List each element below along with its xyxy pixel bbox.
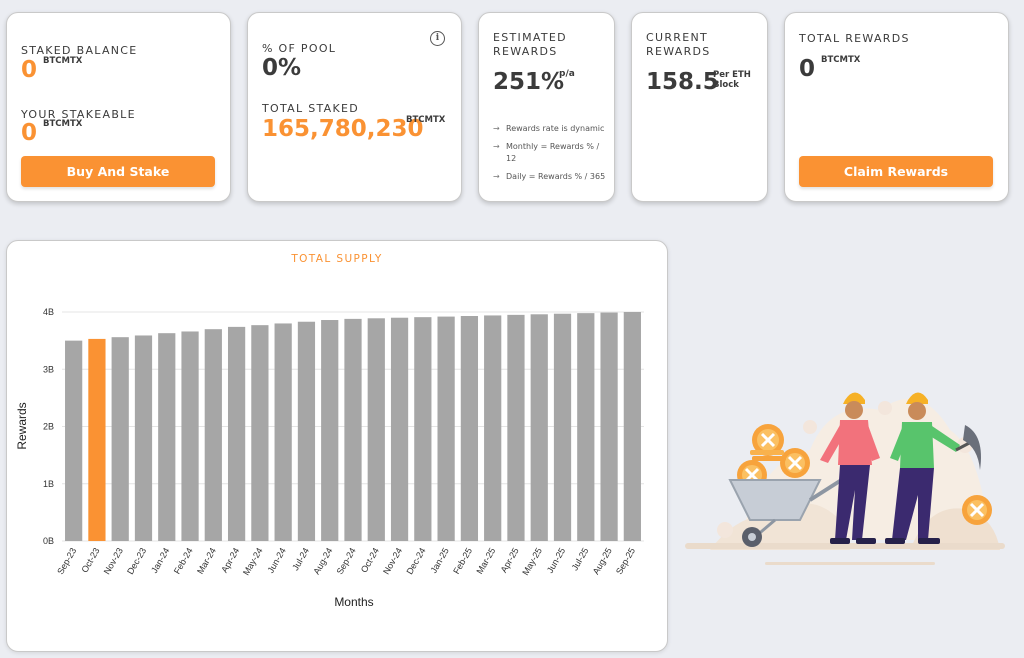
chart-bar[interactable] [88,338,106,541]
chart-bar[interactable] [321,320,339,541]
chart-bar[interactable] [507,314,525,541]
chart-bar[interactable] [111,337,129,541]
x-tick-label: Jul-24 [290,546,311,572]
stakeable-value: 0 [21,120,38,146]
x-tick-label: Nov-23 [102,546,125,576]
total-rewards-label: TOTAL REWARDS [799,32,910,45]
x-tick-label: Aug-24 [311,546,334,576]
staked-balance-label: STAKED BALANCE [21,44,138,57]
chart-bar[interactable] [623,312,641,541]
total-staked-value: 165,780,230 [262,116,424,142]
chart-bar[interactable] [460,316,479,541]
total-rewards-value: 0 [799,56,816,82]
chart-bar[interactable] [577,313,595,541]
pool-card: % OF POOL i 0% TOTAL STAKED 165,780,230 … [247,12,462,202]
x-tick-label: Dec-24 [404,546,427,576]
chart-bar[interactable] [181,331,199,541]
rewards-note: Monthly = Rewards % / 12 [493,141,608,165]
total-staked-label: TOTAL STAKED [262,102,359,115]
y-tick-label: 2B [43,422,54,432]
x-tick-label: Jul-25 [570,546,591,572]
y-tick-label: 4B [43,307,54,317]
x-tick-label: Jun-25 [545,546,567,575]
chart-title: TOTAL SUPPLY [291,253,383,265]
total-rewards-card: TOTAL REWARDS 0 BTCMTX Claim Rewards [784,12,1009,202]
rewards-note: Rewards rate is dynamic [493,123,608,135]
staked-balance-unit: BTCMTX [43,56,83,66]
y-tick-label: 3B [43,364,54,374]
current-rewards-card: CURRENT REWARDS 158.5 Per ETH Block [631,12,768,202]
chart-bar[interactable] [158,333,176,541]
chart-bar[interactable] [251,325,269,541]
x-tick-label: Apr-24 [219,546,241,574]
rewards-notes-list: Rewards rate is dynamic Monthly = Reward… [493,123,608,189]
x-tick-label: Aug-25 [591,546,614,576]
x-tick-label: Jan-24 [149,546,171,575]
x-tick-label: Nov-24 [381,546,404,576]
x-tick-label: May-25 [520,546,544,577]
x-tick-label: Jan-25 [428,546,450,575]
staked-balance-card: STAKED BALANCE 0 BTCMTX YOUR STAKEABLE 0… [6,12,231,202]
chart-bar[interactable] [297,321,316,541]
staked-balance-value: 0 [21,57,38,83]
chart-bar[interactable] [600,312,618,541]
x-tick-label: Sep-25 [614,546,637,576]
chart-bar[interactable] [344,318,362,541]
pool-share-value: 0% [262,55,302,81]
y-axis-label: Rewards [15,402,29,449]
estimated-rewards-label-line2: REWARDS [493,45,558,58]
x-tick-label: Jun-24 [265,546,287,575]
current-rewards-unit-line1: Per ETH [713,70,751,80]
x-tick-label: Sep-24 [335,546,358,576]
info-icon[interactable]: i [430,31,445,46]
current-rewards-label-line2: REWARDS [646,45,711,58]
buy-and-stake-button[interactable]: Buy And Stake [21,156,215,187]
total-supply-chart-card: TOTAL SUPPLY 0B 1B 2B 3B 4B Sep-23 Oct-23 Nov-… [6,240,668,652]
stakeable-label: YOUR STAKEABLE [21,108,136,121]
x-tick-label: Feb-24 [172,546,195,576]
chart-bar[interactable] [204,329,222,541]
chart-bar[interactable] [65,340,83,541]
x-tick-label: Dec-23 [125,546,148,576]
rewards-note: Daily = Rewards % / 365 [493,171,608,183]
x-tick-label: Mar-25 [474,546,497,576]
x-tick-label: Apr-25 [499,546,521,574]
x-tick-label: Feb-25 [451,546,474,576]
x-tick-label: Oct-23 [79,546,101,574]
claim-rewards-button[interactable]: Claim Rewards [799,156,993,187]
chart-bar[interactable] [390,317,409,541]
chart-bar[interactable] [553,313,572,541]
chart-bar[interactable] [134,335,153,541]
chart-bar[interactable] [437,316,455,541]
total-staked-unit: BTCMTX [406,115,446,125]
chart-bar[interactable] [530,314,548,541]
estimated-rewards-suffix: p/a [559,69,575,79]
miners-illustration [685,392,1005,565]
estimated-rewards-label-line1: ESTIMATED [493,31,567,44]
x-tick-label: Mar-24 [195,546,218,576]
current-rewards-unit-line2: Block [713,80,739,90]
chart-bar[interactable] [414,317,432,541]
chart-bar[interactable] [227,326,246,541]
x-tick-label: Oct-24 [359,546,381,574]
estimated-rewards-card: ESTIMATED REWARDS 251% p/a Rewards rate … [478,12,615,202]
y-tick-label: 1B [43,479,54,489]
total-rewards-unit: BTCMTX [821,55,861,65]
stakeable-unit: BTCMTX [43,119,83,129]
current-rewards-label-line1: CURRENT [646,31,709,44]
chart-bar[interactable] [484,315,502,541]
current-rewards-value: 158.5 [646,69,719,95]
x-tick-label: May-24 [241,546,265,577]
y-tick-label: 0B [43,536,54,546]
chart-bar[interactable] [274,323,292,541]
x-axis-label: Months [334,595,373,609]
x-tick-label: Sep-23 [55,546,78,576]
chart-bar[interactable] [367,318,385,541]
estimated-rewards-value: 251% [493,69,565,95]
pool-share-label: % OF POOL [262,42,337,55]
